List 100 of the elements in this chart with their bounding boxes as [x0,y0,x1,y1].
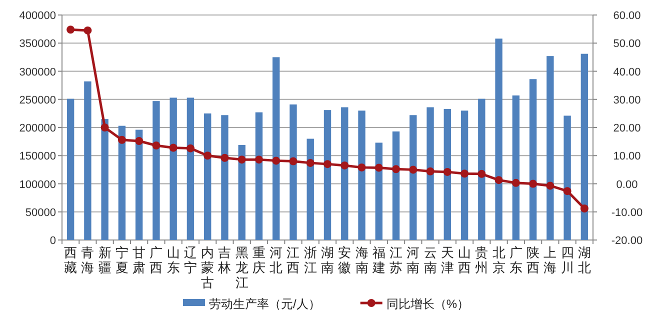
x-tick-label: 上海 [544,245,557,275]
bar [101,119,108,240]
x-tick-label: 河北 [270,245,283,275]
x-tick-label: 天津 [440,245,454,275]
point [135,137,144,145]
bar [66,98,74,240]
bar [460,110,468,240]
y2-tick-label: 10.00 [613,150,641,163]
point [494,176,503,184]
x-tick-label: 河南 [406,245,420,275]
y-tick-label: 0 [50,235,56,247]
x-tick-label: 广东 [509,245,522,275]
legend-label: 劳动生产率（元/人） [209,297,320,311]
bar [170,98,177,240]
x-tick-label: 安徽 [338,245,352,275]
y-tick-label: 400000 [19,10,56,22]
point [66,26,75,34]
bar [186,98,194,240]
x-tick-label: 湖南 [321,245,334,275]
point [84,26,92,34]
point [460,170,469,178]
x-tick-label: 福建 [371,245,386,275]
point [204,152,212,160]
point [152,142,160,150]
point [169,144,178,152]
bar [375,142,382,240]
x-tick-label: 重庆 [252,245,266,275]
bar [341,107,348,240]
x-tick-label: 江西 [286,245,300,275]
y-tick-label: 200000 [19,122,56,134]
point [478,170,486,178]
x-tick-label: 山西 [458,245,472,275]
bar [118,126,126,240]
bar [358,110,366,240]
y2-tick-label: 20.00 [613,122,641,134]
y2-tick-label: 0.00 [616,178,638,191]
x-tick-label: 贵州 [475,245,488,275]
point [374,164,383,172]
x-tick-label: 江苏 [390,245,403,275]
x-tick-label: 吉林 [217,245,232,275]
x-tick-label: 陕西 [526,245,540,275]
point [443,168,452,176]
x-tick-label: 云南 [424,245,437,275]
point [512,178,520,187]
bar [290,104,297,240]
y-tick-label: 300000 [19,66,56,78]
point [100,124,109,132]
point [272,156,280,165]
x-tick-label: 西藏 [64,245,78,275]
x-tick-label: 海南 [355,245,368,275]
point [118,136,126,144]
point [409,166,418,174]
bar [546,56,554,240]
bar [512,95,520,240]
y2-tick-label: 60.00 [613,10,641,22]
bar [306,138,314,240]
point [220,154,229,162]
bar [410,115,417,240]
x-tick-label: 青海 [81,245,94,275]
x-tick-label: 宁夏 [115,245,128,275]
x-tick-label: 新疆 [98,245,112,275]
bar [564,116,571,240]
y2-tick-label: -10.00 [611,206,643,219]
x-tick-label: 浙江 [304,245,317,275]
y2-tick-label: 40.00 [613,66,641,78]
y-tick-label: 50000 [25,206,56,219]
bar [238,144,246,240]
y-tick-label: 150000 [19,150,56,163]
bar [495,38,502,240]
bar [444,108,451,240]
x-tick-label: 四川 [560,245,574,275]
point [306,158,314,167]
y-tick-label: 100000 [19,178,56,191]
point [324,160,332,168]
point [340,161,349,170]
bar [204,113,212,240]
bar [426,107,434,240]
y2-tick-label: 30.00 [613,94,641,106]
point [563,187,572,196]
point [238,156,246,164]
y-tick-label: 350000 [19,38,56,50]
y2-tick-label: 50.00 [613,38,641,50]
x-tick-label: 黑龙江 [235,245,248,290]
bar [152,101,160,240]
point [289,157,298,166]
bar [324,110,332,240]
point [529,180,538,188]
point [546,182,554,190]
point [580,204,588,212]
legend-label: 同比增长（%） [386,297,470,311]
point [426,167,434,176]
x-tick-label: 山东 [166,245,180,275]
bar [529,79,537,240]
bar [580,54,588,240]
y-tick-label: 250000 [19,94,56,106]
point [254,156,263,164]
x-tick-label: 湖北 [578,245,591,275]
bar [478,98,486,240]
x-tick-label: 内蒙古 [201,245,214,290]
x-tick-label: 北京 [492,245,506,275]
